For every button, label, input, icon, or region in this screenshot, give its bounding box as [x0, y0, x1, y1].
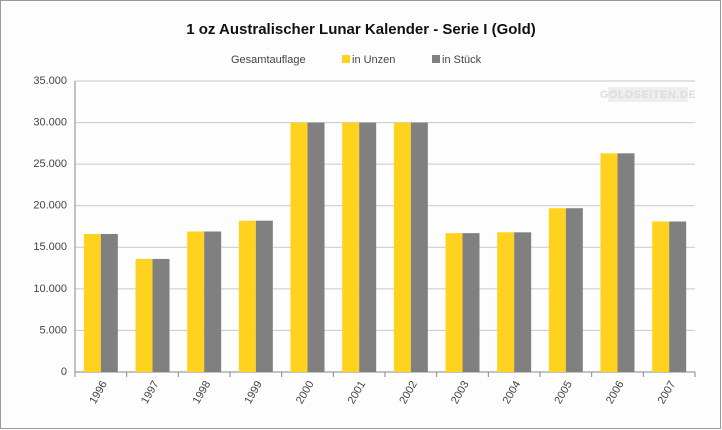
bar — [669, 221, 687, 372]
bar — [83, 233, 101, 372]
legend-label: in Stück — [442, 54, 482, 66]
y-tick-label: 20.000 — [33, 200, 67, 212]
bar — [548, 208, 566, 372]
y-tick-label: 25.000 — [33, 158, 67, 170]
bar — [238, 220, 256, 372]
bar — [290, 122, 308, 372]
bar — [307, 122, 325, 372]
chart-title: 1 oz Australischer Lunar Kalender - Seri… — [186, 21, 536, 38]
watermark: GOLDSEITEN.DE — [600, 89, 696, 101]
legend-swatch — [432, 55, 440, 63]
legend-title: Gesamtauflage — [231, 54, 306, 66]
bar — [600, 153, 618, 372]
y-tick-label: 30.000 — [33, 116, 67, 128]
bar — [565, 208, 583, 372]
legend-label: in Unzen — [352, 54, 395, 66]
y-tick-label: 15.000 — [33, 241, 67, 253]
bar — [342, 122, 360, 372]
bar — [152, 258, 170, 372]
bar — [204, 231, 222, 372]
bar — [462, 233, 480, 372]
y-tick-label: 0 — [61, 366, 67, 378]
bar — [255, 220, 273, 372]
y-tick-label: 10.000 — [33, 283, 67, 295]
bar — [514, 232, 532, 372]
bar — [445, 233, 463, 372]
bar — [652, 221, 670, 372]
bar — [359, 122, 377, 372]
bar — [393, 122, 411, 372]
bar — [135, 258, 153, 372]
bar — [617, 153, 635, 372]
bar — [410, 122, 428, 372]
watermark-box — [608, 87, 688, 102]
y-tick-label: 5.000 — [39, 324, 67, 336]
bar — [100, 233, 118, 372]
bar — [187, 231, 205, 372]
y-tick-label: 35.000 — [33, 75, 67, 87]
legend-swatch — [342, 55, 350, 63]
bar — [497, 232, 515, 372]
